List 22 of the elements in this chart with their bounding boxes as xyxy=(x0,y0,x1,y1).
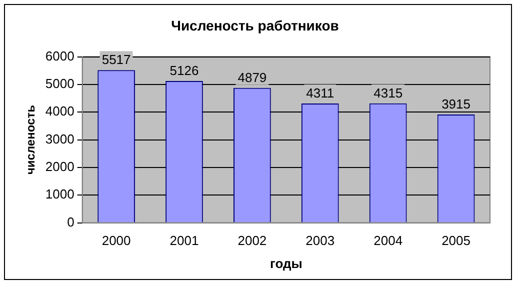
x-axis-title: годы xyxy=(270,256,302,271)
x-tick-label: 2000 xyxy=(102,233,131,248)
x-tick-label: 2003 xyxy=(306,233,335,248)
x-tick-label: 2005 xyxy=(442,233,470,248)
y-tick-label: 4000 xyxy=(45,104,74,119)
x-tick-label: 2001 xyxy=(170,233,199,248)
y-axis-title: численость xyxy=(24,105,38,175)
y-tick-label: 1000 xyxy=(45,186,74,202)
data-label: 5126 xyxy=(170,63,199,78)
data-label: 5517 xyxy=(102,52,131,68)
y-tick-label: 2000 xyxy=(45,159,74,174)
y-tick-label: 0 xyxy=(67,214,74,230)
y-tick-label: 6000 xyxy=(45,48,74,64)
y-tick-label: 5000 xyxy=(45,76,74,92)
x-tick-label: 2002 xyxy=(238,233,267,248)
data-label: 4879 xyxy=(238,70,267,85)
data-label: 4315 xyxy=(374,85,403,100)
data-label: 4311 xyxy=(306,86,334,101)
x-tick-label: 2004 xyxy=(374,233,403,248)
chart-title: Численость работников xyxy=(171,17,340,34)
data-label: 3915 xyxy=(442,96,470,112)
y-tick-label: 3000 xyxy=(45,131,74,146)
